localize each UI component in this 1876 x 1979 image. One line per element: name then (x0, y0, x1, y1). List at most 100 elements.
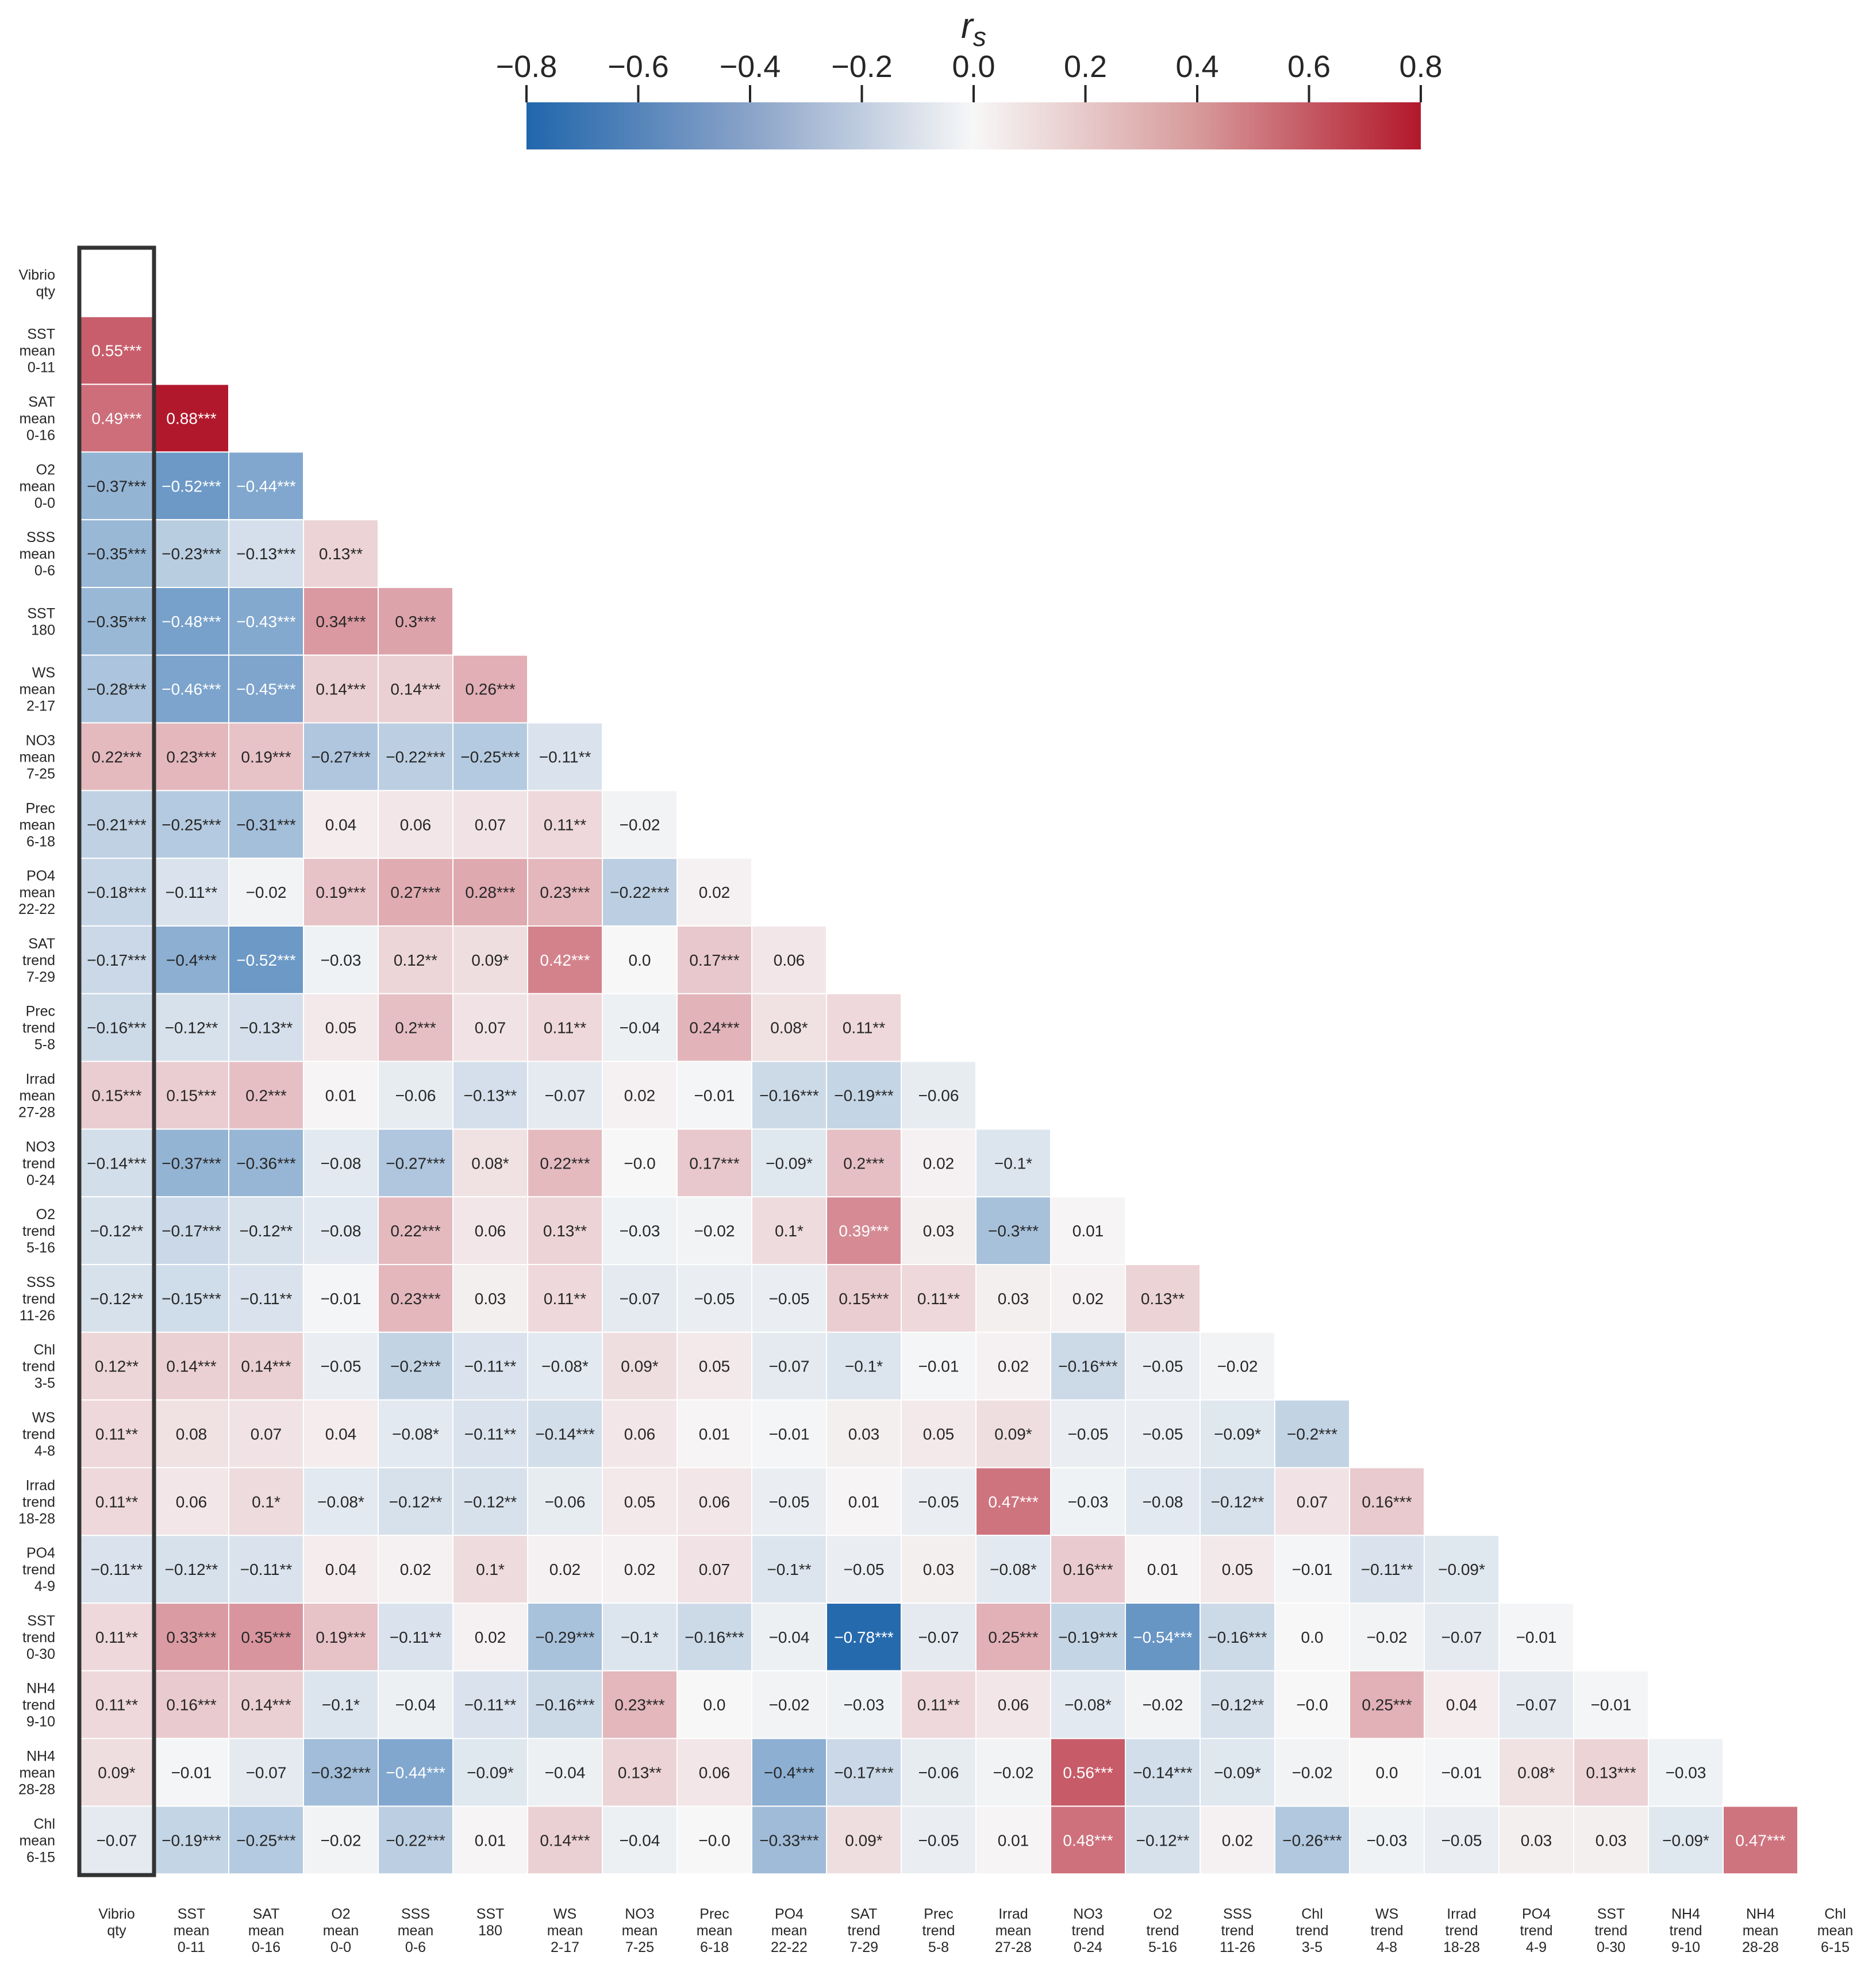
heatmap-cell (1125, 1535, 1201, 1604)
heatmap-cell (79, 1196, 155, 1265)
cell-value-label: 0.13** (543, 1222, 587, 1240)
heatmap-cell (79, 925, 155, 994)
heatmap-cell (228, 1467, 304, 1536)
cell-value-label: 0.42*** (540, 951, 590, 969)
heatmap-cell (153, 1331, 229, 1401)
heatmap-cell (303, 722, 379, 791)
cell-value-label: 0.2*** (395, 1019, 436, 1037)
heatmap-cell (378, 1670, 453, 1739)
heatmap-cell (1125, 1264, 1201, 1333)
column-label-prec-trend-5-8: Prec trend 5-8 (922, 1906, 955, 1955)
cell-value-label: 0.22*** (390, 1222, 440, 1240)
cell-value-label: −0.1* (845, 1358, 883, 1375)
column-label-ws-trend-4-8: WS trend 4-8 (1371, 1906, 1404, 1955)
heatmap-cell (527, 1060, 603, 1130)
heatmap-cell (826, 993, 902, 1062)
column-label-po4-trend-4-9: PO4 trend 4-9 (1520, 1906, 1553, 1955)
row-label-po4-trend-4-9: PO4 trend 4-9 (22, 1545, 55, 1594)
heatmap-cell (1050, 1264, 1126, 1333)
heatmap-cell (228, 1805, 304, 1875)
heatmap-cell (901, 1467, 977, 1536)
cell-value-label: 0.01 (1147, 1561, 1179, 1578)
cell-value-label: −0.14*** (535, 1425, 595, 1443)
heatmap-cell (303, 654, 379, 724)
cell-value-label: 0.02 (475, 1628, 506, 1646)
cell-value-label: 0.09* (98, 1764, 135, 1782)
cell-value-label: −0.2*** (1287, 1425, 1337, 1443)
heatmap-cell (901, 1331, 977, 1401)
heatmap-cell (676, 1670, 752, 1739)
cell-value-label: 0.02 (400, 1561, 432, 1578)
cell-value-label: 0.39*** (839, 1222, 889, 1240)
heatmap-cell (1274, 1535, 1350, 1604)
cell-value-label: 0.01 (475, 1831, 506, 1849)
cell-value-label: 0.07 (699, 1561, 731, 1578)
cell-value-label: −0.12** (1136, 1831, 1190, 1849)
cell-value-label: 0.06 (400, 816, 432, 833)
cell-value-label: 0.11** (95, 1696, 138, 1714)
cell-value-label: −0.09* (467, 1764, 514, 1782)
heatmap-cell (676, 1805, 752, 1875)
cell-value-label: −0.1** (767, 1561, 811, 1578)
cell-value-label: −0.48*** (162, 613, 221, 631)
heatmap-cell (378, 1331, 453, 1401)
cell-value-label: 0.11** (544, 1290, 586, 1308)
heatmap-cell (378, 1196, 453, 1265)
column-label-irrad-mean-27-28: Irrad mean 27-28 (995, 1906, 1032, 1955)
heatmap-cell (378, 722, 453, 791)
cell-value-label: −0.44*** (386, 1764, 445, 1782)
heatmap-cell (153, 858, 229, 927)
cell-value-label: −0.35*** (87, 613, 147, 631)
cell-value-label: 0.08* (770, 1019, 808, 1037)
heatmap-cell (378, 1399, 453, 1469)
cell-value-label: 0.47*** (988, 1493, 1038, 1511)
cell-value-label: −0.01 (769, 1425, 810, 1443)
cell-value-label: −0.08* (990, 1561, 1037, 1578)
heatmap-cell (1050, 1805, 1126, 1875)
cell-value-label: −0.08 (321, 1222, 362, 1240)
cell-value-label: −0.03 (620, 1222, 660, 1240)
cell-value-label: 0.01 (998, 1831, 1029, 1849)
heatmap-cell (228, 722, 304, 791)
cell-value-label: 0.25*** (1362, 1696, 1412, 1714)
cell-value-label: −0.11** (390, 1628, 442, 1646)
heatmap-cell (1424, 1535, 1500, 1604)
heatmap-cell (975, 1467, 1051, 1536)
cell-value-label: 0.06 (624, 1425, 656, 1443)
cell-value-label: 0.06 (176, 1493, 207, 1511)
cell-value-label: −0.4*** (764, 1764, 814, 1782)
column-label-po4-mean-22-22: PO4 mean 22-22 (771, 1906, 808, 1955)
cell-value-label: −0.01 (1441, 1764, 1482, 1782)
heatmap-cell (826, 1805, 902, 1875)
cell-value-label: −0.07 (246, 1764, 287, 1782)
cell-value-label: 0.04 (325, 816, 357, 833)
colorbar-tick-label: 0.0 (952, 49, 995, 84)
heatmap-cell (602, 1467, 678, 1536)
column-label-vibrio-qty: Vibrio qty (98, 1906, 134, 1939)
heatmap-cell (1349, 1603, 1425, 1671)
cell-value-label: −0.08 (1143, 1493, 1183, 1511)
cell-value-label: −0.11** (91, 1561, 143, 1578)
row-label-po4-mean-22-22: PO4 mean 22-22 (18, 868, 55, 917)
heatmap-cell (1274, 1603, 1350, 1671)
heatmap-cell (452, 1196, 528, 1265)
cell-value-label: −0.02 (1292, 1764, 1333, 1782)
cell-value-label: −0.25*** (162, 816, 221, 833)
heatmap-cell (676, 1603, 752, 1671)
cell-value-label: 0.05 (624, 1493, 656, 1511)
heatmap-cell (1125, 1738, 1201, 1807)
heatmap-cell (676, 993, 752, 1062)
cell-value-label: −0.02 (321, 1831, 362, 1849)
cell-value-label: 0.49*** (91, 410, 141, 428)
cell-value-label: 0.11** (95, 1493, 138, 1511)
cell-value-label: 0.56*** (1063, 1764, 1113, 1782)
heatmap-cell (975, 1128, 1051, 1198)
heatmap-cell (1573, 1670, 1649, 1739)
heatmap-cell (452, 1670, 528, 1739)
heatmap-cell (378, 925, 453, 994)
cell-value-label: −0.31*** (236, 816, 296, 833)
cell-value-label: −0.17*** (162, 1222, 221, 1240)
colorbar-tick-label: 0.2 (1064, 49, 1107, 84)
cell-value-label: 0.1* (775, 1222, 804, 1240)
cell-value-label: 0.01 (1072, 1222, 1104, 1240)
